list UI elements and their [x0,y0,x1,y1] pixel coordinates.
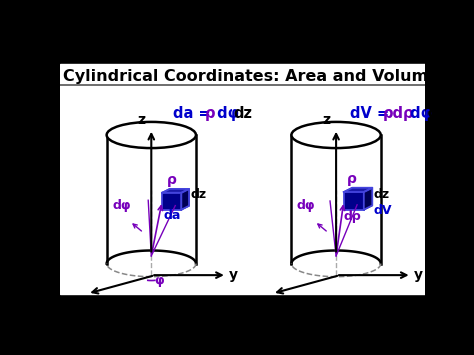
Ellipse shape [292,251,381,277]
Text: ρ: ρ [347,172,357,186]
Bar [162,193,182,210]
Bar [61,64,425,294]
Text: Cylindrical Coordinates: Area and Volume Elements: Cylindrical Coordinates: Area and Volume… [63,69,474,84]
Bar [292,135,381,264]
Text: ρ: ρ [167,173,177,186]
Text: y: y [414,268,423,282]
Text: dz: dz [234,106,253,121]
Polygon shape [364,188,372,210]
Text: dφ: dφ [113,200,131,212]
Text: dρ: dρ [344,210,362,223]
Text: x: x [76,297,85,311]
Text: ρdρ: ρdρ [383,106,414,121]
Text: dV =: dV = [350,106,394,121]
Polygon shape [344,188,372,192]
Text: φ: φ [155,274,164,288]
Ellipse shape [292,122,381,148]
Text: y: y [229,268,238,282]
Ellipse shape [107,251,196,277]
Polygon shape [182,189,189,210]
Text: x: x [261,297,270,311]
Text: dz: dz [191,188,207,201]
Text: dz: dz [374,188,390,201]
Text: ρ: ρ [205,106,216,121]
Polygon shape [162,189,189,193]
Text: dz: dz [427,106,446,121]
Bar [344,192,364,210]
Text: z: z [322,113,330,126]
Text: dφ: dφ [212,106,239,121]
Text: dV: dV [374,203,392,217]
Text: da =: da = [173,106,216,121]
Text: z: z [137,113,145,126]
Text: dφ: dφ [296,200,315,212]
Text: da: da [164,209,181,222]
Bar [107,135,196,264]
Ellipse shape [107,122,196,148]
Text: dφ: dφ [405,106,432,121]
